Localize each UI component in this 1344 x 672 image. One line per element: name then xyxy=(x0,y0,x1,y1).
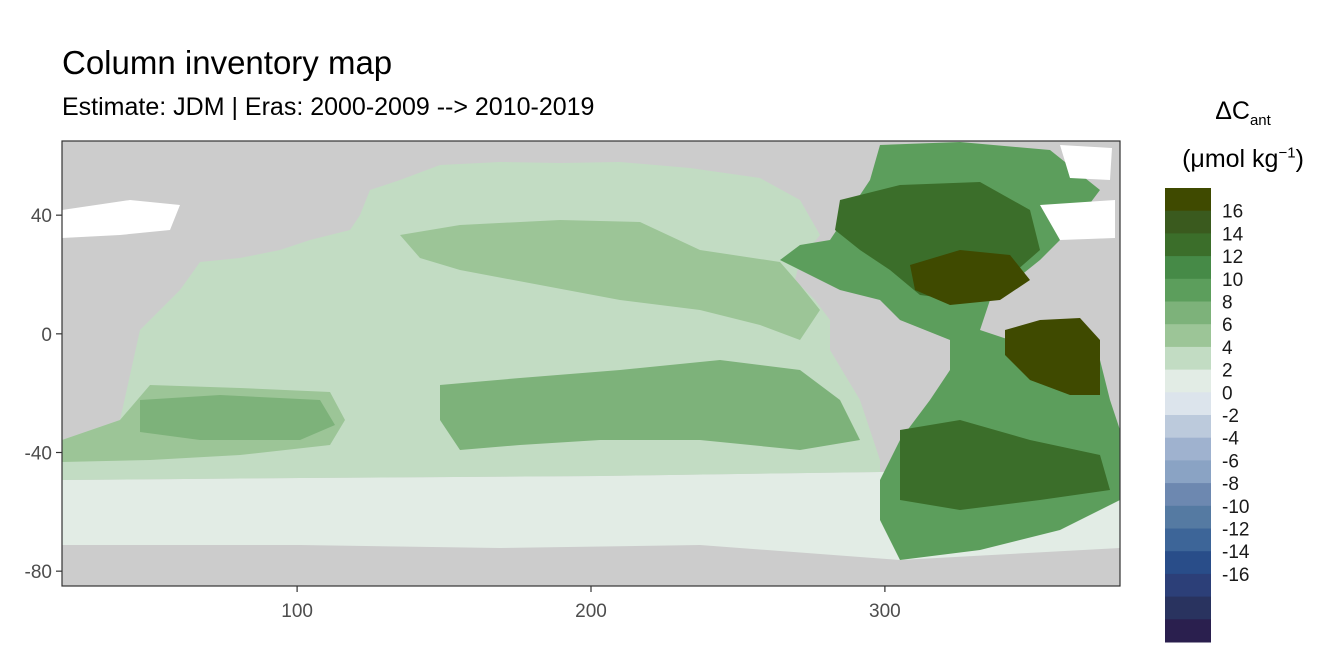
legend-swatch xyxy=(1165,188,1211,212)
legend-title: ΔCant (μmol kg−1) xyxy=(1163,88,1323,183)
legend-label: 12 xyxy=(1222,247,1243,268)
legend-label: -4 xyxy=(1222,429,1239,450)
north-atlantic-max xyxy=(910,250,1030,305)
legend-swatch xyxy=(1165,369,1211,393)
legend-swatch xyxy=(1165,596,1211,620)
legend-title-main: ΔC xyxy=(1215,97,1250,125)
legend-swatch xyxy=(1165,301,1211,325)
chart-title: Column inventory map xyxy=(62,44,393,81)
legend-label: -10 xyxy=(1222,497,1249,518)
legend-swatch xyxy=(1165,437,1211,461)
legend-label: -16 xyxy=(1222,565,1249,586)
y-tick-label: 0 xyxy=(41,325,52,346)
legend-label: -2 xyxy=(1222,406,1239,427)
legend-swatch xyxy=(1165,619,1211,643)
legend-label: 16 xyxy=(1222,202,1243,223)
y-tick-label: 40 xyxy=(31,206,52,227)
indian-ocean-inner xyxy=(140,395,335,440)
legend-swatch xyxy=(1165,528,1211,552)
y-tick-label: -40 xyxy=(25,444,52,465)
legend-swatch xyxy=(1165,233,1211,257)
legend-swatch xyxy=(1165,346,1211,371)
legend-label: 10 xyxy=(1222,270,1243,291)
legend-label: -6 xyxy=(1222,451,1239,472)
south-atlantic-max xyxy=(1005,318,1100,395)
legend-swatch xyxy=(1165,460,1211,484)
legend-swatch xyxy=(1165,278,1211,302)
legend-swatch xyxy=(1165,324,1211,348)
legend-swatch xyxy=(1165,551,1211,575)
legend-label: 4 xyxy=(1222,338,1233,359)
legend-swatch xyxy=(1165,210,1211,234)
y-tick-label: -80 xyxy=(25,562,52,583)
legend-label: -8 xyxy=(1222,474,1239,495)
pacific-mid-band xyxy=(400,220,820,340)
legend-swatch xyxy=(1165,256,1211,280)
legend-unit-end: ) xyxy=(1295,144,1304,173)
map-panel xyxy=(62,141,1120,586)
legend-swatch xyxy=(1165,483,1211,507)
x-tick-label: 200 xyxy=(575,601,607,622)
legend-label: 0 xyxy=(1222,383,1233,404)
legend-title-sub: ant xyxy=(1249,112,1271,129)
y-axis: 40 0 -40 -80 xyxy=(25,206,62,583)
legend-unit-sup: −1 xyxy=(1278,144,1296,162)
legend-swatch xyxy=(1165,392,1211,416)
x-tick-label: 100 xyxy=(281,601,313,622)
legend-swatch xyxy=(1165,415,1211,439)
x-tick-label: 300 xyxy=(869,601,901,622)
legend-label: 8 xyxy=(1222,293,1233,314)
south-pacific-band xyxy=(440,360,860,450)
legend-label: -14 xyxy=(1222,542,1250,563)
south-atlantic-band xyxy=(900,420,1110,510)
legend-label: -12 xyxy=(1222,520,1249,541)
chart-subtitle: Estimate: JDM | Eras: 2000-2009 --> 2010… xyxy=(62,93,595,121)
legend-label: 14 xyxy=(1222,224,1244,245)
legend-label: 6 xyxy=(1222,315,1233,336)
legend-swatch xyxy=(1165,505,1211,529)
legend-swatch xyxy=(1165,573,1211,598)
legend-label: 2 xyxy=(1222,361,1233,382)
southern-ocean-band xyxy=(62,468,1120,560)
legend-unit: (μmol kg xyxy=(1182,144,1279,173)
x-axis: 100 200 300 xyxy=(281,586,901,622)
